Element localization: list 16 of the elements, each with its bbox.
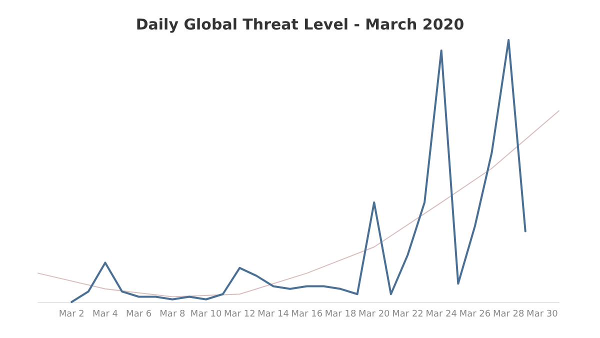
x-tick-label: Mar 26 [459,310,491,320]
x-tick-label: Mar 4 [92,310,118,320]
x-tick-label: Mar 24 [426,310,458,320]
x-tick-label: Mar 8 [160,310,186,320]
x-tick-label: Mar 30 [526,310,558,320]
x-tick-label: Mar 14 [258,310,290,320]
chart-title: Daily Global Threat Level - March 2020 [136,16,464,34]
x-tick-label: Mar 20 [358,310,390,320]
x-tick-label: Mar 2 [58,310,84,320]
x-tick-label: Mar 22 [392,310,424,320]
x-tick-label: Mar 16 [291,310,323,320]
x-tick-label: Mar 18 [324,310,356,320]
x-tick-label: Mar 28 [492,310,524,320]
x-tick-label: Mar 10 [190,310,222,320]
x-tick-label: Mar 6 [126,310,152,320]
x-tick-label: Mar 12 [224,310,256,320]
